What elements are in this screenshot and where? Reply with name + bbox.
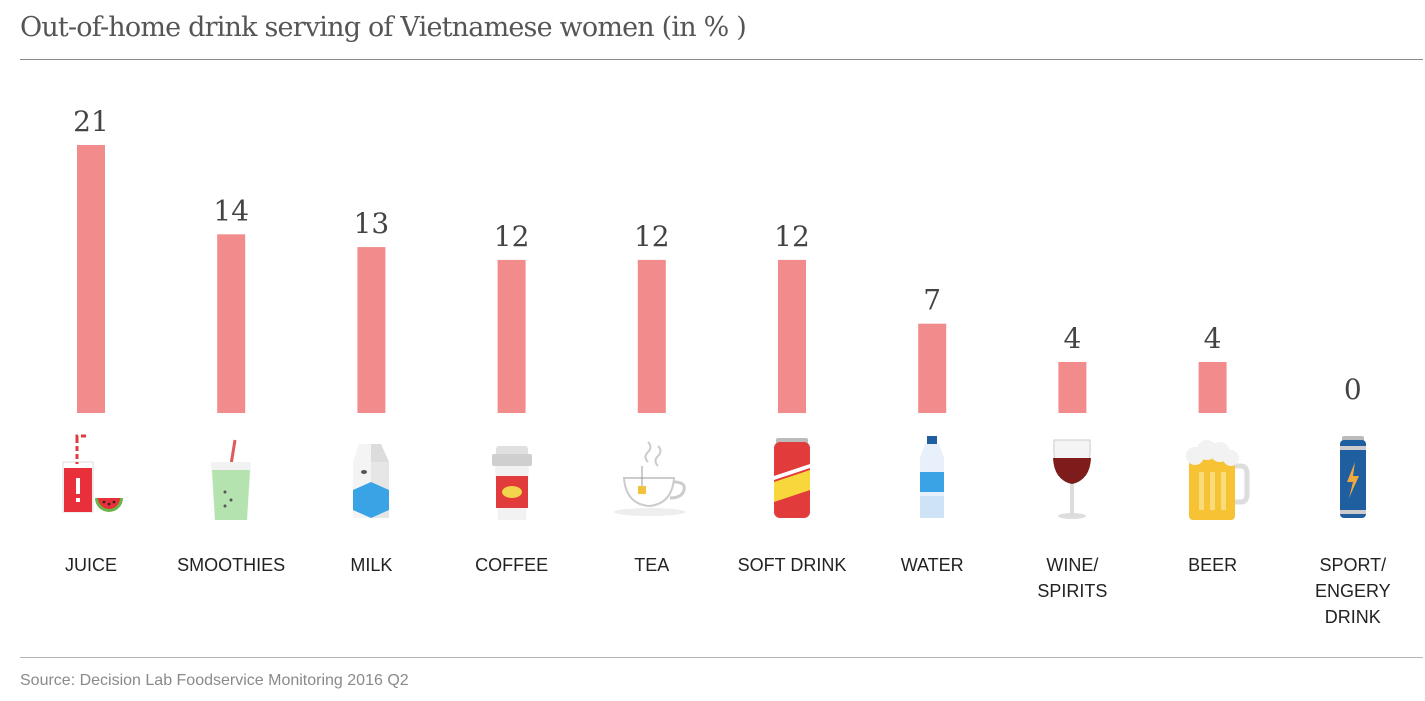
bar-value-label: 14 bbox=[213, 194, 249, 227]
bar-value-label: 12 bbox=[774, 220, 810, 253]
category-label: SMOOTHIES bbox=[161, 552, 301, 578]
category-label-line: WATER bbox=[900, 555, 964, 575]
bar bbox=[1198, 362, 1227, 413]
soda-can-icon bbox=[752, 432, 832, 527]
bar-value-label: 12 bbox=[494, 220, 530, 253]
bar-value-label: 4 bbox=[1063, 322, 1081, 355]
category-label: SOFT DRINK bbox=[722, 552, 862, 578]
bar bbox=[918, 323, 947, 413]
beer-mug-icon bbox=[1173, 432, 1253, 527]
category-label: JUICE bbox=[21, 552, 161, 578]
source-divider bbox=[20, 657, 1423, 658]
category-label: COFFEE bbox=[442, 552, 582, 578]
bar bbox=[778, 259, 806, 413]
category-label: WATER bbox=[862, 552, 1002, 578]
bar-value-label: 0 bbox=[1344, 373, 1362, 406]
category-label: SPORT/ENGERY DRINK bbox=[1283, 552, 1423, 630]
category-label: MILK bbox=[301, 552, 441, 578]
bar-value-label: 4 bbox=[1204, 322, 1222, 355]
category-label-line: SOFT DRINK bbox=[737, 555, 847, 575]
tea-cup-icon bbox=[612, 432, 692, 527]
category-label-line: JUICE bbox=[64, 555, 117, 575]
category-label: TEA bbox=[582, 552, 722, 578]
water-bottle-icon bbox=[892, 432, 972, 527]
category-label-line: DRINK bbox=[1324, 607, 1381, 627]
bar bbox=[1058, 362, 1087, 413]
category-label-line: COFFEE bbox=[475, 555, 549, 575]
coffee-cup-icon bbox=[472, 432, 552, 527]
bar bbox=[637, 259, 666, 413]
category-label-line: BEER bbox=[1188, 555, 1238, 575]
juice-icon bbox=[51, 432, 131, 527]
category-label-line: WINE/ bbox=[1046, 555, 1099, 575]
bar bbox=[357, 247, 386, 413]
bar bbox=[217, 234, 246, 413]
energy-drink-can-icon bbox=[1313, 432, 1393, 527]
category-label-line: TEA bbox=[634, 555, 670, 575]
milk-carton-icon bbox=[331, 432, 411, 527]
bar-chart: 21 14 13 12 12 12 7 4 4 0 bbox=[73, 105, 1362, 413]
category-label: BEER bbox=[1143, 552, 1283, 578]
bar bbox=[497, 259, 526, 413]
category-label-line: SPIRITS bbox=[1037, 581, 1108, 601]
chart-title: Out-of-home drink serving of Vietnamese … bbox=[20, 12, 747, 43]
title-divider bbox=[20, 59, 1423, 60]
category-label-line: ENGERY bbox=[1314, 581, 1391, 601]
wine-glass-icon bbox=[1032, 432, 1112, 527]
bar-value-label: 13 bbox=[354, 207, 390, 240]
bar-value-label: 21 bbox=[73, 105, 109, 138]
source-note: Source: Decision Lab Foodservice Monitor… bbox=[20, 672, 409, 689]
bar bbox=[77, 145, 105, 413]
smoothie-icon bbox=[191, 432, 271, 527]
bar-value-label: 7 bbox=[923, 284, 941, 317]
category-label-line: SMOOTHIES bbox=[177, 555, 286, 575]
bar-value-label: 12 bbox=[634, 220, 670, 253]
category-label-line: SPORT/ bbox=[1319, 555, 1387, 575]
category-label-line: MILK bbox=[350, 555, 393, 575]
category-label: WINE/SPIRITS bbox=[1002, 552, 1142, 604]
